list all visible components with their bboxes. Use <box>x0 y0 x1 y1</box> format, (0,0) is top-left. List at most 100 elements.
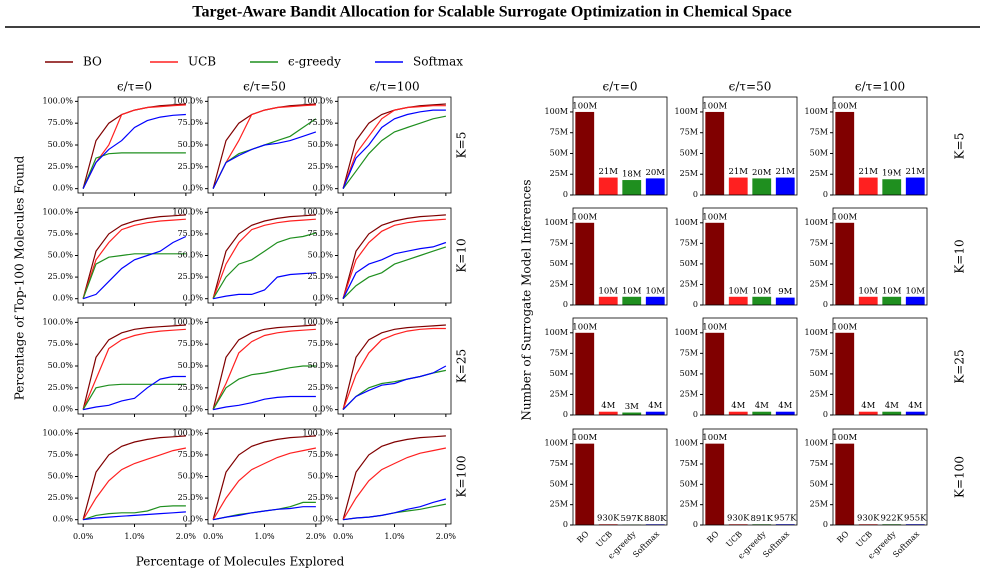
y-tick-label: 100M <box>545 107 568 116</box>
y-tick-label: 25M <box>810 389 828 398</box>
value-label: 930K <box>857 514 880 524</box>
y-tick-label: 25M <box>550 169 568 178</box>
y-tick-label: 50M <box>680 369 698 378</box>
series-line <box>342 241 447 299</box>
plot-frame <box>77 207 192 304</box>
value-label: 10M <box>882 286 902 296</box>
y-tick-label: 75M <box>550 459 568 468</box>
plot-frame <box>337 317 452 415</box>
y-tick-label: 50.0% <box>48 361 74 370</box>
bar <box>775 177 795 195</box>
value-label: 4M <box>755 401 769 411</box>
y-tick-label: 100M <box>805 218 828 227</box>
y-tick-label: 75.0% <box>308 339 334 348</box>
series-line <box>82 447 187 521</box>
value-label: 100M <box>572 212 597 222</box>
bar <box>905 411 925 415</box>
series-line <box>212 131 317 189</box>
series-line <box>82 375 186 411</box>
y-tick-label: 100.0% <box>302 428 333 437</box>
bar <box>575 222 595 305</box>
y-tick-label: 25.0% <box>48 493 74 502</box>
series-line <box>212 218 316 299</box>
value-label: 20M <box>645 168 665 178</box>
value-label: 100M <box>832 433 857 443</box>
y-tick-label: 100M <box>545 218 568 227</box>
bar <box>905 177 925 195</box>
category-label: UCB <box>594 529 614 549</box>
column-title: ϵ/τ=0 <box>602 80 637 94</box>
bar <box>835 443 855 525</box>
bar <box>775 297 795 305</box>
y-tick-label: 0 <box>823 410 828 419</box>
plot-frame <box>572 428 668 526</box>
x-tick-label: 0.0% <box>203 532 224 541</box>
y-tick-label: 75.0% <box>308 118 334 127</box>
bar <box>752 296 772 305</box>
y-tick-label: 75M <box>810 348 828 357</box>
column-title: ϵ/τ=100 <box>369 80 419 94</box>
plot-frame <box>572 317 668 416</box>
column-title: ϵ/τ=50 <box>243 80 286 94</box>
value-label: 100M <box>832 212 857 222</box>
plot-frame <box>832 96 928 196</box>
legend-label: UCB <box>188 55 216 69</box>
y-tick-label: 100M <box>545 439 568 448</box>
series-line <box>342 365 447 411</box>
y-tick-label: 75M <box>680 128 698 137</box>
value-label: 100M <box>572 101 597 111</box>
y-tick-label: 0.0% <box>313 294 334 303</box>
y-tick-label: 0 <box>693 410 698 419</box>
y-tick-label: 75M <box>680 238 698 247</box>
plot-frame <box>77 317 192 415</box>
plot-frame <box>77 428 192 525</box>
row-label: K=5 <box>455 132 469 159</box>
bar <box>622 412 642 415</box>
y-tick-label: 50.0% <box>178 251 204 260</box>
y-tick-label: 50M <box>550 148 568 157</box>
bar <box>775 411 795 415</box>
y-tick-label: 100.0% <box>302 207 333 216</box>
bar <box>858 296 878 305</box>
series-line <box>342 246 447 300</box>
y-tick-label: 50M <box>550 369 568 378</box>
y-tick-label: 50.0% <box>48 140 74 149</box>
y-tick-label: 25.0% <box>178 162 204 171</box>
value-label: 957K <box>774 514 797 524</box>
y-tick-label: 100.0% <box>172 428 203 437</box>
y-tick-label: 50.0% <box>308 140 334 149</box>
series-line <box>342 324 446 410</box>
x-tick-label: 0.0% <box>73 532 94 541</box>
series-line <box>342 214 446 299</box>
bar <box>835 332 855 415</box>
value-label: 10M <box>622 286 642 296</box>
plot-frame <box>207 207 322 304</box>
value-label: 21M <box>728 167 748 177</box>
y-tick-label: 100.0% <box>42 428 73 437</box>
series-line <box>82 104 186 189</box>
y-tick-label: 50.0% <box>48 472 74 481</box>
bar <box>598 411 618 415</box>
value-label: 100M <box>832 101 857 111</box>
row-label: K=25 <box>455 349 469 383</box>
value-label: 100M <box>702 212 727 222</box>
y-tick-label: 25.0% <box>178 272 204 281</box>
series-line <box>82 218 186 299</box>
y-tick-label: 0.0% <box>53 515 74 524</box>
y-axis-label: Percentage of Top-100 Molecules Found <box>13 155 27 400</box>
bar <box>575 111 595 195</box>
y-tick-label: 0.0% <box>183 405 204 414</box>
column-title: ϵ/τ=50 <box>729 80 772 94</box>
y-tick-label: 0.0% <box>53 405 74 414</box>
value-label: 100M <box>702 101 727 111</box>
series-line <box>342 115 447 189</box>
y-tick-label: 0 <box>693 300 698 309</box>
x-tick-label: 1.0% <box>384 532 405 541</box>
value-label: 930K <box>727 514 750 524</box>
series-line <box>212 232 317 300</box>
y-tick-label: 75.0% <box>178 339 204 348</box>
y-tick-label: 50.0% <box>178 361 204 370</box>
y-tick-label: 50M <box>680 479 698 488</box>
y-tick-label: 0.0% <box>313 515 334 524</box>
